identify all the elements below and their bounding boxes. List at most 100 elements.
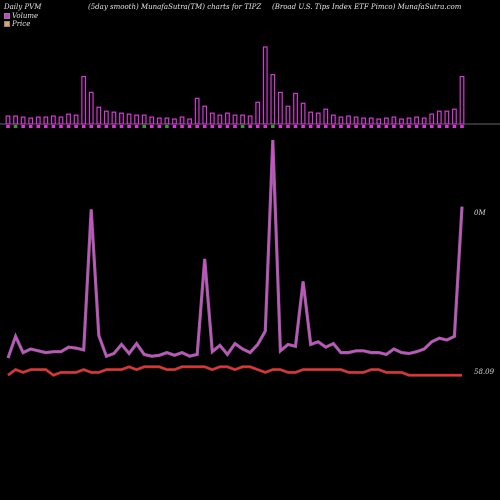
volume-bar xyxy=(96,106,102,125)
volume-bar xyxy=(217,114,223,125)
volume-bar xyxy=(43,116,49,125)
volume-bar xyxy=(81,76,87,125)
volume-bar xyxy=(172,118,177,125)
volume-bar-tick xyxy=(286,125,290,128)
volume-bar xyxy=(255,101,261,125)
volume-bar xyxy=(270,74,276,125)
volume-bar-tick xyxy=(225,125,230,128)
volume-bar-tick xyxy=(28,125,33,128)
price-line-glow xyxy=(7,365,462,377)
volume-bar-tick xyxy=(180,125,184,128)
volume-bar xyxy=(58,116,64,125)
volume-bar xyxy=(353,116,359,125)
volume-bar xyxy=(179,116,185,125)
volume-bar-tick xyxy=(119,125,124,128)
volume-bar xyxy=(28,117,34,125)
volume-bar xyxy=(225,112,230,125)
volume-line-glow xyxy=(6,139,464,359)
volume-bar-tick xyxy=(263,125,268,128)
volume-bar-tick xyxy=(21,125,25,128)
volume-bar-tick xyxy=(331,125,336,128)
volume-bar-tick xyxy=(81,125,86,128)
volume-bar-tick xyxy=(255,125,260,128)
volume-bar-tick xyxy=(429,125,434,128)
volume-bar-tick xyxy=(195,125,199,128)
volume-bar xyxy=(459,76,465,125)
volume-bar xyxy=(308,111,314,125)
volume-bar xyxy=(111,111,117,125)
volume-bar xyxy=(50,115,56,125)
volume-bar xyxy=(73,114,79,125)
price-end-label: 58.09 xyxy=(474,368,495,376)
legend-price-label: Price xyxy=(12,20,31,28)
volume-bar-tick xyxy=(369,125,373,128)
volume-bar-tick xyxy=(346,125,351,128)
volume-bar-tick xyxy=(339,125,343,128)
volume-bar xyxy=(209,112,215,125)
volume-bar-tick xyxy=(422,125,426,128)
volume-bar xyxy=(399,118,404,125)
header-right: (Broad U.S. Tips Index ETF Pimco) Munafa… xyxy=(272,3,462,11)
volume-bar xyxy=(20,116,26,125)
volume-bar-tick xyxy=(149,125,154,128)
volume-bar-tick xyxy=(51,125,56,128)
volume-bar xyxy=(232,114,238,125)
volume-bar-tick xyxy=(104,125,109,128)
volume-bar-tick xyxy=(59,125,63,128)
volume-bar-tick xyxy=(271,125,275,128)
volume-bar xyxy=(293,92,298,125)
volume-bar-tick xyxy=(324,125,328,128)
volume-line xyxy=(7,139,463,359)
volume-bar-tick xyxy=(127,125,131,128)
volume-bar xyxy=(436,110,442,125)
volume-bar xyxy=(88,91,94,125)
volume-bar xyxy=(429,113,435,125)
volume-bar xyxy=(240,114,245,125)
volume-bar-tick xyxy=(361,125,366,128)
volume-bar-tick xyxy=(210,125,215,128)
volume-bar-tick xyxy=(376,125,381,128)
volume-bar-tick xyxy=(316,125,321,128)
volume-bar-tick xyxy=(44,125,48,128)
volume-bar-tick xyxy=(97,125,101,128)
volume-bar xyxy=(262,46,268,125)
volume-bar-tick xyxy=(308,125,313,128)
volume-bar-tick xyxy=(293,125,298,128)
volume-bar-tick xyxy=(233,125,237,128)
volume-bar xyxy=(141,114,147,125)
chart-title: (5day smooth) MunafaSutra(TM) charts for… xyxy=(88,3,262,11)
volume-bar-tick xyxy=(460,125,464,128)
volume-bar xyxy=(66,113,71,125)
volume-bar-tick xyxy=(384,125,389,128)
volume-bar xyxy=(391,116,397,125)
volume-bar xyxy=(5,115,11,125)
volume-bar xyxy=(452,108,457,125)
volume-bar-tick xyxy=(187,125,192,128)
volume-bar-tick xyxy=(437,125,442,128)
volume-bar-tick xyxy=(89,125,94,128)
volume-bar xyxy=(421,117,427,125)
volume-bar xyxy=(35,116,41,125)
volume-bar-tick xyxy=(399,125,404,128)
legend-volume: Volume xyxy=(4,12,38,20)
volume-bar xyxy=(164,117,170,125)
legend-price-swatch xyxy=(4,21,10,27)
volume-bar-tick xyxy=(392,125,396,128)
volume-bar xyxy=(194,97,200,125)
volume-bar xyxy=(300,102,306,125)
volume-bar xyxy=(103,110,109,125)
volume-bar xyxy=(202,105,208,125)
volume-bar-tick xyxy=(354,125,358,128)
volume-bar-tick xyxy=(134,125,139,128)
volume-bar-tick xyxy=(165,125,169,128)
volume-bar-tick xyxy=(218,125,222,128)
volume-bar-tick xyxy=(142,125,146,128)
volume-bar-tick xyxy=(74,125,78,128)
volume-bar xyxy=(13,115,18,125)
volume-bar-tick xyxy=(6,125,10,128)
volume-bar-tick xyxy=(248,125,252,128)
header-left: Daily PVM xyxy=(4,3,42,11)
volume-bar-tick xyxy=(112,125,116,128)
volume-bar xyxy=(187,118,193,125)
volume-bar-tick xyxy=(36,125,41,128)
